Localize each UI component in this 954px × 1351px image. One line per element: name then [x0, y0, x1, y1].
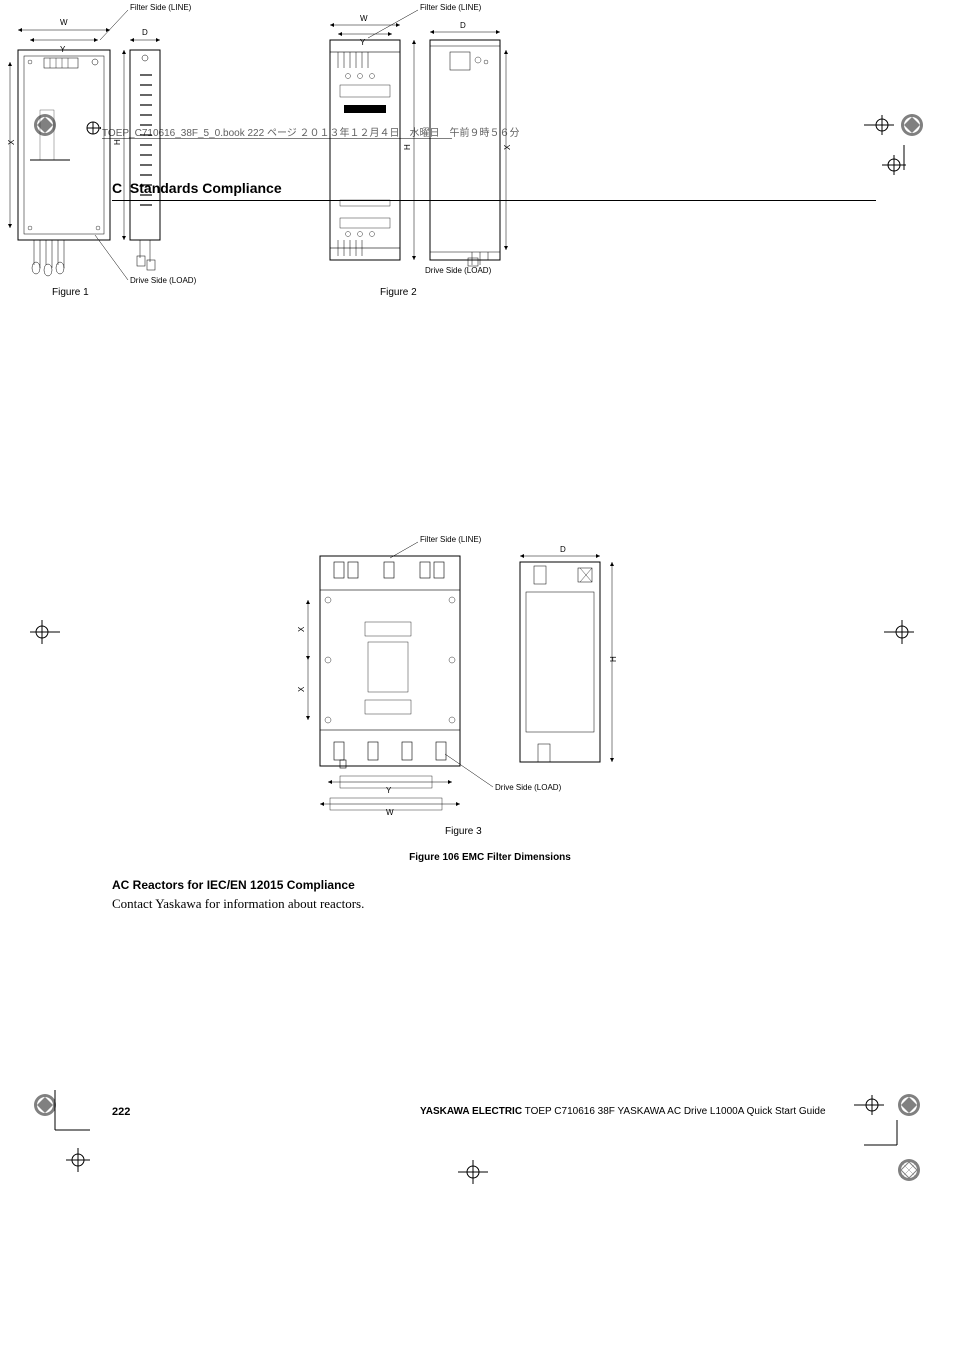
- fig1-x: X: [7, 139, 16, 145]
- fig3-d: D: [560, 545, 566, 554]
- subsection-body: Contact Yaskawa for information about re…: [112, 896, 364, 912]
- regmark-bl: [30, 1090, 90, 1180]
- fig1-filter-side-label: Filter Side (LINE): [130, 3, 192, 12]
- fig1-h: H: [113, 139, 122, 145]
- fig3-drive-side: Drive Side (LOAD): [495, 783, 562, 792]
- figure-caption: Figure 106 EMC Filter Dimensions: [350, 852, 630, 863]
- fig1-drive-side: Drive Side (LOAD): [130, 276, 197, 285]
- regmark-bc: [458, 1160, 488, 1190]
- page-number: 222: [112, 1106, 130, 1118]
- fig3-filter-side: Filter Side (LINE): [420, 535, 482, 544]
- fig2-drive-side: Drive Side (LOAD): [425, 266, 492, 275]
- fig3-x2: X: [297, 686, 306, 692]
- fig3-x1: X: [297, 626, 306, 632]
- fig3-h: H: [609, 656, 618, 662]
- footer-text: YASKAWA ELECTRIC TOEP C710616 38F YASKAW…: [420, 1106, 826, 1117]
- fig2-h: H: [403, 144, 412, 150]
- fig2-label: Figure 2: [380, 287, 417, 298]
- fig3-w: W: [386, 808, 394, 817]
- regmark-ml: [30, 620, 60, 650]
- regmark-br: [854, 1090, 924, 1190]
- fig1-w: W: [60, 18, 68, 27]
- subsection-title: AC Reactors for IEC/EN 12015 Compliance: [112, 878, 355, 892]
- fig2-filter-side: Filter Side (LINE): [420, 3, 482, 12]
- fig2-x: X: [503, 144, 512, 150]
- fig2-d: D: [460, 21, 466, 30]
- footer-rest: TOEP C710616 38F YASKAWA AC Drive L1000A…: [522, 1106, 826, 1117]
- fig3-y: Y: [386, 786, 392, 795]
- fig3-label: Figure 3: [445, 826, 482, 837]
- figure-3: Filter Side (LINE) X X: [290, 532, 690, 832]
- fig2-w: W: [360, 14, 368, 23]
- fig1-d: D: [142, 28, 148, 37]
- regmark-mr: [884, 620, 914, 650]
- footer-brand: YASKAWA ELECTRIC: [420, 1106, 522, 1117]
- fig1-label: Figure 1: [52, 287, 89, 298]
- figure-2: Filter Side (LINE) W Y: [300, 0, 890, 300]
- fig2-y: Y: [360, 38, 366, 47]
